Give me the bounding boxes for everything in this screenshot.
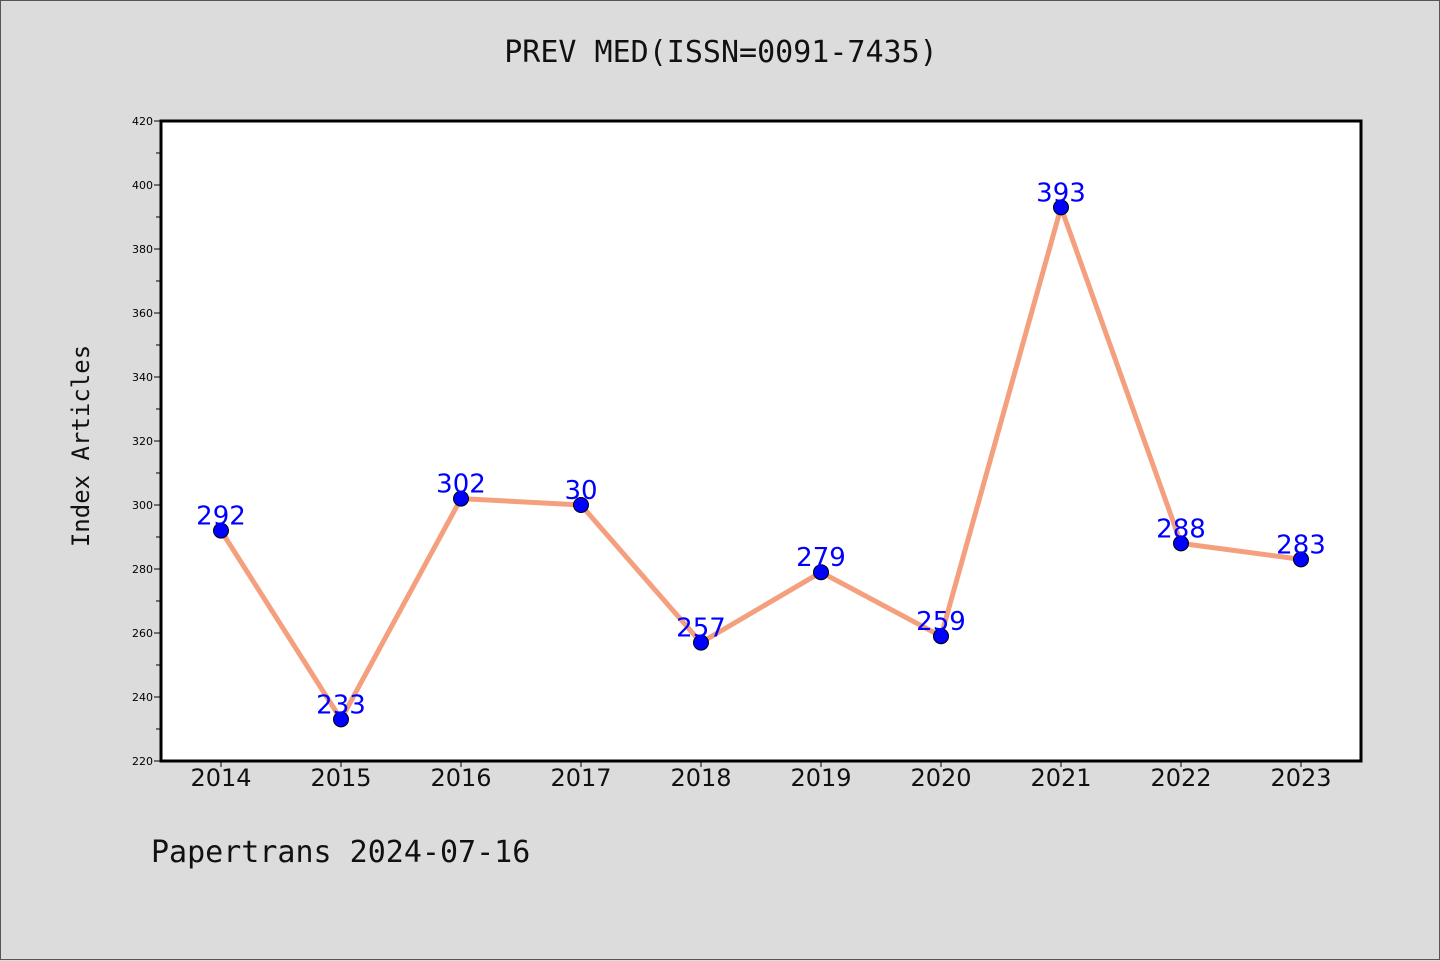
- y-tick-label: 420: [132, 115, 153, 128]
- y-tick-label: 320: [132, 435, 153, 448]
- data-label: 259: [916, 607, 966, 637]
- data-point: [573, 497, 589, 513]
- y-tick-label: 360: [132, 307, 153, 320]
- y-axis: 220 240 260 280 300 320 340 360 380 400 420: [132, 115, 161, 768]
- data-label: 288: [1156, 514, 1206, 544]
- data-markers: [213, 199, 1309, 728]
- data-point: [693, 634, 709, 651]
- data-label: 393: [1036, 178, 1086, 208]
- y-tick-label: 400: [132, 179, 153, 192]
- data-point: [453, 490, 469, 507]
- x-tick-label: 2017: [550, 764, 611, 792]
- data-point: [1053, 199, 1069, 216]
- x-tick-label: 2016: [430, 764, 491, 792]
- chart-title: PREV MED(ISSN=0091-7435): [504, 35, 938, 70]
- x-tick-label: 2020: [910, 764, 971, 792]
- x-axis: 2014 2015 2016 2017 2018 2019 2020 2021 2022 2023: [190, 761, 1332, 792]
- y-tick-label: 260: [132, 627, 153, 640]
- y-tick-label: 280: [132, 563, 153, 576]
- data-label: 257: [676, 614, 726, 644]
- footer-watermark: Papertrans 2024-07-16: [151, 835, 531, 870]
- data-point: [933, 628, 949, 645]
- x-tick-label: 2019: [790, 764, 851, 792]
- y-tick-label: 300: [132, 499, 153, 512]
- y-tick-label: 380: [132, 243, 153, 256]
- data-point: [1173, 535, 1189, 552]
- x-tick-label: 2014: [190, 764, 251, 792]
- data-point: [333, 711, 349, 728]
- series-line: [218, 204, 1302, 722]
- data-point: [1293, 551, 1309, 568]
- data-label: 283: [1276, 530, 1326, 560]
- data-label: 302: [436, 470, 486, 500]
- x-tick-label: 2022: [1150, 764, 1211, 792]
- y-tick-label: 340: [132, 371, 153, 384]
- data-point: [213, 522, 229, 539]
- x-tick-label: 2015: [310, 764, 371, 792]
- y-tick-label: 240: [132, 691, 153, 704]
- data-label: 292: [196, 502, 246, 532]
- y-tick-label: 220: [132, 755, 153, 768]
- data-point: [813, 564, 829, 581]
- data-label: 30: [564, 476, 597, 506]
- x-tick-label: 2021: [1030, 764, 1091, 792]
- plot-area: [159, 119, 1363, 763]
- x-tick-label: 2023: [1270, 764, 1331, 792]
- data-label: 279: [796, 543, 846, 573]
- data-label: 233: [316, 690, 366, 720]
- data-labels: 292 233 302 30 257 279 259 393 288 283: [196, 178, 1326, 720]
- x-tick-label: 2018: [670, 764, 731, 792]
